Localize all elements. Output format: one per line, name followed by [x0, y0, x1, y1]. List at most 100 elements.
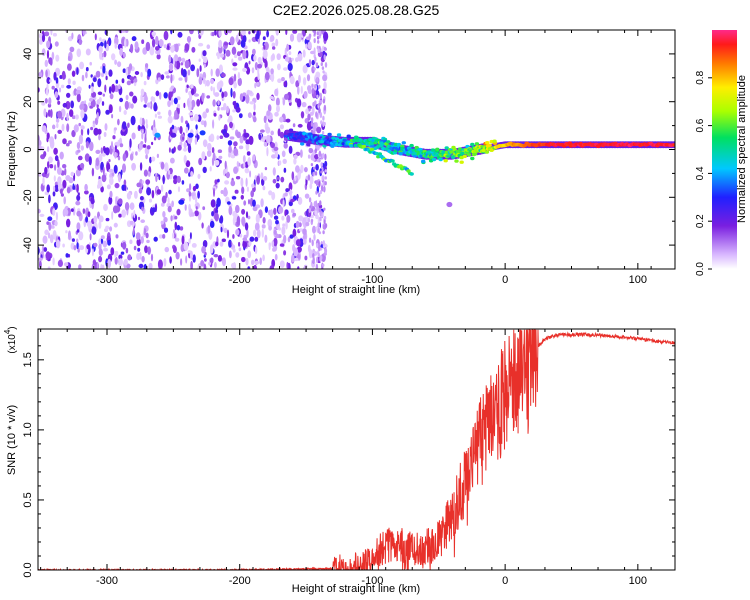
heatmap-noise-cell	[167, 205, 172, 213]
snr-x-tick-label: 0	[502, 575, 508, 587]
heatmap-noise-cell	[285, 30, 288, 35]
heatmap-noise-cell	[236, 215, 241, 226]
heatmap-signal-cell	[492, 139, 497, 143]
heatmap-noise-cell	[130, 79, 134, 84]
heatmap-noise-cell	[318, 192, 321, 198]
heatmap-noise-cell	[212, 86, 216, 96]
heatmap-noise-cell	[318, 150, 322, 157]
heatmap-noise-cell	[266, 30, 269, 38]
heatmap-signal-cell	[446, 201, 453, 208]
heatmap-noise-cell	[65, 101, 71, 110]
heatmap-noise-cell	[317, 227, 320, 234]
heatmap-noise-cell	[142, 47, 148, 55]
heatmap-noise-cell	[281, 215, 285, 221]
heatmap-noise-cell	[205, 108, 209, 113]
heatmap-noise-cell	[85, 216, 89, 223]
heatmap-noise-cell	[65, 230, 68, 234]
heatmap-noise-cell	[96, 112, 99, 120]
heatmap-noise-cell	[295, 239, 301, 247]
heatmap-noise-cell	[264, 167, 268, 171]
heatmap-noise-cell	[54, 155, 59, 162]
heatmap-noise-cell	[282, 98, 286, 106]
heatmap-noise-cell	[41, 48, 46, 57]
heatmap-noise-cell	[309, 111, 314, 116]
heatmap-noise-cell	[157, 115, 162, 119]
heatmap-noise-cell	[86, 244, 91, 250]
heatmap-noise-cell	[55, 77, 59, 84]
snr-multiplier-close: )	[7, 326, 18, 329]
snr-multiplier-exp: 4	[3, 329, 12, 334]
heatmap-noise-cell	[297, 123, 303, 128]
heatmap-noise-cell	[107, 258, 112, 269]
heatmap-noise-cell	[307, 217, 311, 223]
heatmap-noise-cell	[47, 109, 51, 117]
heatmap-noise-cell	[170, 215, 173, 222]
heatmap-noise-cell	[244, 167, 250, 174]
heatmap-noise-cell	[309, 183, 313, 190]
heatmap-noise-cell	[66, 92, 71, 98]
heatmap-noise-cell	[49, 109, 53, 118]
heatmap-noise-cell	[215, 241, 219, 247]
heatmap-noise-cell	[99, 183, 103, 188]
heatmap-noise-cell	[108, 86, 112, 94]
heatmap-noise-cell	[114, 59, 117, 65]
heatmap-noise-cell	[146, 145, 151, 150]
heatmap-noise-cell	[300, 85, 303, 95]
heatmap-noise-cell	[235, 252, 240, 258]
heatmap-noise-cell	[130, 103, 134, 109]
heatmap-noise-cell	[253, 103, 256, 111]
heatmap-noise-cell	[75, 169, 81, 177]
heatmap-noise-cell	[184, 204, 187, 211]
heatmap-noise-cell	[319, 190, 323, 195]
heatmap-noise-cell	[104, 84, 107, 93]
heatmap-noise-cell	[293, 154, 298, 160]
heatmap-noise-cell	[226, 229, 230, 239]
heatmap-signal-cell	[487, 143, 492, 147]
heatmap-noise-cell	[99, 51, 103, 60]
heatmap-noise-cell	[162, 234, 166, 239]
heatmap-noise-cell	[219, 135, 224, 139]
heatmap-noise-cell	[99, 37, 102, 42]
heatmap-noise-cell	[236, 131, 242, 139]
heatmap-noise-cell	[76, 242, 79, 250]
heatmap-noise-cell	[233, 148, 239, 156]
snr-y-axis-label: SNR (10 * v/v)	[6, 405, 18, 475]
heatmap-noise-cell	[56, 167, 62, 175]
heatmap-noise-cell	[57, 110, 63, 119]
heatmap-noise-cell	[222, 188, 228, 197]
heatmap-noise-cell	[160, 184, 164, 192]
heatmap-noise-cell	[163, 216, 168, 223]
heatmap-noise-cell	[76, 67, 79, 75]
heatmap-noise-cell	[129, 138, 132, 148]
heatmap-signal-cell	[361, 144, 367, 149]
heatmap-noise-cell	[278, 206, 284, 214]
heatmap-noise-cell	[153, 236, 158, 242]
heatmap-noise-cell	[251, 259, 255, 266]
heatmap-noise-cell	[195, 206, 198, 210]
heatmap-noise-cell	[164, 162, 169, 172]
heatmap-noise-cell	[321, 130, 325, 135]
spectrogram-y-tick-label: 40	[22, 48, 34, 60]
heatmap-noise-cell	[158, 39, 164, 47]
heatmap-noise-cell	[298, 74, 301, 84]
heatmap-noise-cell	[176, 224, 181, 231]
heatmap-noise-cell	[288, 51, 292, 56]
heatmap-noise-cell	[214, 159, 220, 166]
heatmap-noise-cell	[105, 217, 110, 222]
heatmap-noise-cell	[322, 240, 325, 247]
heatmap-noise-cell	[252, 154, 256, 162]
heatmap-noise-cell	[302, 64, 308, 74]
heatmap-noise-cell	[76, 229, 80, 233]
heatmap-noise-cell	[104, 40, 107, 49]
heatmap-noise-cell	[190, 250, 193, 260]
heatmap-noise-cell	[291, 57, 294, 61]
heatmap-noise-cell	[240, 177, 244, 187]
heatmap-noise-cell	[118, 105, 122, 113]
heatmap-noise-cell	[100, 147, 103, 154]
heatmap-noise-cell	[304, 255, 308, 261]
heatmap-noise-cell	[248, 90, 253, 95]
heatmap-noise-cell	[212, 99, 216, 107]
heatmap-noise-cell	[209, 166, 212, 172]
heatmap-noise-cell	[227, 140, 233, 146]
heatmap-noise-cell	[76, 142, 81, 150]
